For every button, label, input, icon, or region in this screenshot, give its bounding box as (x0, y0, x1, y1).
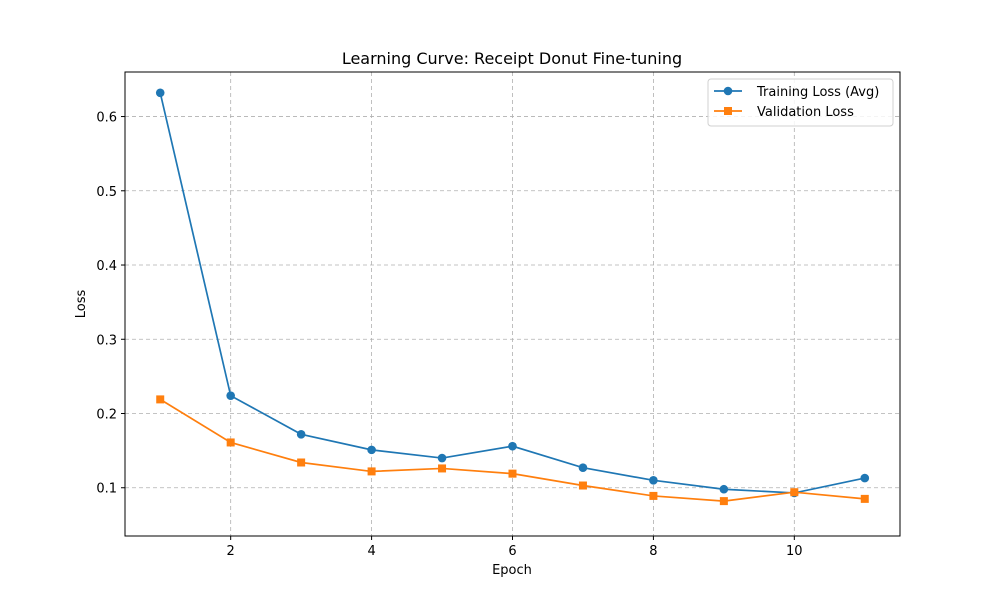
data-point (296, 429, 306, 439)
x-tick-label: 6 (508, 544, 516, 559)
data-point (649, 476, 658, 485)
y-tick-label: 0.5 (96, 185, 117, 200)
data-point (155, 88, 165, 98)
y-tick-label: 0.6 (96, 111, 117, 126)
series-layer (155, 88, 870, 506)
legend-label: Validation Loss (757, 105, 854, 120)
axis-ticks: 2 4 6 8 10 0.1 0.2 0.3 0.4 0.5 0.6 (96, 111, 802, 559)
data-point (437, 453, 447, 463)
x-tick-label: 8 (649, 544, 657, 559)
grid (125, 72, 900, 536)
data-point (508, 441, 517, 451)
y-tick-label: 0.2 (96, 408, 117, 423)
data-point (790, 488, 799, 497)
data-point (719, 484, 729, 494)
data-point (578, 463, 588, 472)
data-point (860, 473, 870, 483)
data-point (860, 494, 869, 503)
series-2 (156, 395, 869, 506)
x-tick-label: 2 (227, 544, 235, 559)
x-tick-label: 4 (367, 544, 375, 559)
data-point (508, 469, 517, 478)
y-tick-label: 0.3 (96, 333, 117, 348)
legend-marker (724, 107, 732, 115)
legend-item: Validation Loss (714, 105, 854, 120)
data-point (367, 467, 376, 476)
plot-frame (124, 71, 901, 537)
chart-title: Learning Curve: Receipt Donut Fine-tunin… (342, 49, 682, 68)
data-point (297, 458, 306, 467)
legend-marker (723, 86, 733, 96)
data-point (226, 438, 235, 447)
data-point (719, 497, 728, 506)
legend-label: Training Loss (Avg) (756, 85, 879, 100)
legend-box (707, 78, 894, 127)
x-tick-label: 10 (786, 544, 803, 559)
y-tick-label: 0.1 (96, 482, 117, 497)
data-point (226, 391, 235, 400)
data-point (578, 481, 587, 490)
legend: Training Loss (Avg) Validation Loss (707, 78, 894, 127)
data-point (438, 464, 447, 473)
x-axis-label: Epoch (492, 563, 532, 578)
data-point (649, 491, 658, 500)
data-point (367, 445, 376, 455)
y-axis-label: Loss (74, 290, 89, 319)
y-tick-label: 0.4 (96, 259, 117, 274)
legend-item: Training Loss (Avg) (714, 85, 879, 100)
data-point (156, 395, 165, 404)
